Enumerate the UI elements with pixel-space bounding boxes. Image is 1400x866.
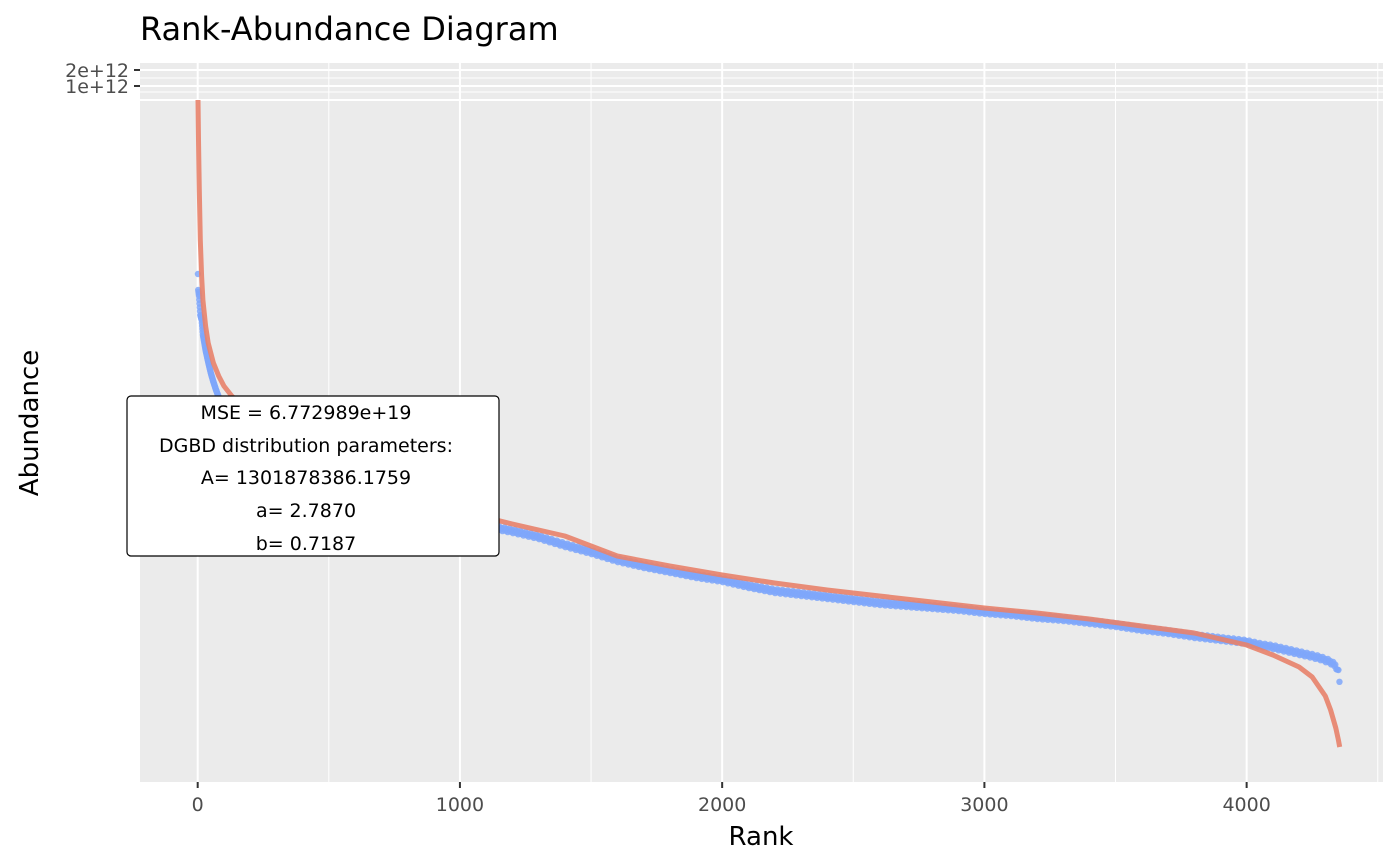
annotation-line: A= 1301878386.1759 xyxy=(201,467,411,489)
minor-gridlines xyxy=(140,63,1383,782)
x-axis-ticks: 0 1000 2000 3000 4000 xyxy=(192,782,1271,816)
annotation-frame xyxy=(126,395,500,557)
x-axis-title: Rank xyxy=(729,822,794,852)
data-point xyxy=(1336,678,1343,685)
x-tick-label: 0 xyxy=(192,794,204,816)
annotation-line: MSE = 6.772989e+19 xyxy=(201,402,412,424)
x-tick-label: 3000 xyxy=(960,794,1008,816)
annotation-line: DGBD distribution parameters: xyxy=(159,435,453,457)
chart-title: Rank-Abundance Diagram xyxy=(140,10,559,48)
x-tick-label: 1000 xyxy=(436,794,484,816)
annotation-line: b= 0.7187 xyxy=(256,533,357,555)
x-tick-label: 4000 xyxy=(1222,794,1270,816)
y-tick-label: 2e+12 xyxy=(65,60,129,82)
fitted-curve xyxy=(195,99,1343,748)
fitted-line xyxy=(195,99,1343,748)
x-tick-label: 2000 xyxy=(698,794,746,816)
y-axis-title: Abundance xyxy=(15,350,45,496)
y-tick-label: 1e+12 xyxy=(65,76,129,98)
data-point xyxy=(1335,666,1342,674)
annotation-line: a= 2.7870 xyxy=(256,500,356,522)
fit-annotation-box: MSE = 6.772989e+19 DGBD distribution par… xyxy=(126,395,500,557)
